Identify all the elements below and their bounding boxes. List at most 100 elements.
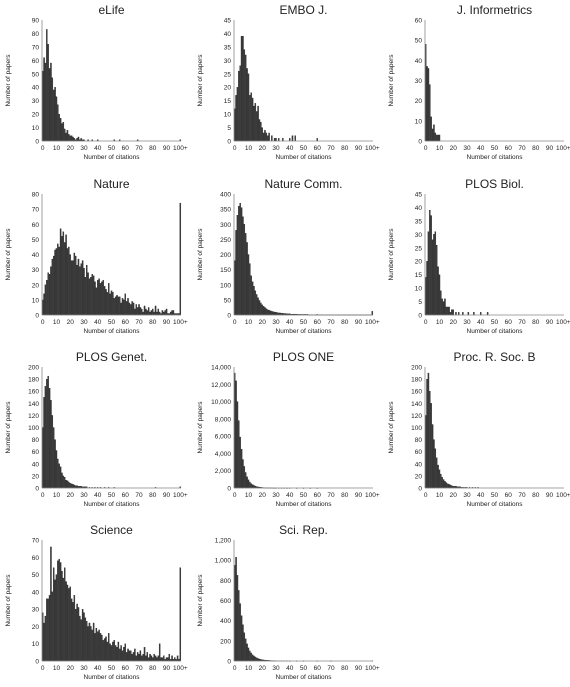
y-axis-label: Number of papers (388, 401, 395, 454)
bar (249, 650, 251, 662)
x-tick-label: 0 (233, 145, 237, 152)
bar (80, 263, 82, 316)
y-tick-label: 10 (224, 112, 232, 119)
bar (91, 274, 93, 316)
bar (145, 308, 147, 316)
x-tick-label: 0 (233, 665, 237, 672)
y-tick-label: 40 (415, 58, 423, 65)
bar (455, 312, 457, 316)
y-tick-label: 80 (32, 192, 40, 199)
y-tick-label: 5 (418, 299, 422, 306)
bar (108, 633, 110, 662)
bar (268, 132, 270, 142)
bar (43, 397, 45, 489)
x-tick-label: 100+ (365, 492, 380, 499)
bar (141, 655, 143, 662)
bar (291, 135, 294, 142)
bar (58, 463, 60, 489)
bar (163, 311, 165, 316)
x-tick-label: 10 (53, 319, 61, 326)
bar (268, 310, 270, 316)
bar (79, 615, 81, 662)
bar (43, 57, 45, 142)
bar (65, 581, 67, 662)
x-axis-label: Number of citations (84, 328, 141, 335)
y-axis-label: Number of papers (197, 228, 204, 281)
bar (66, 584, 69, 662)
x-tick-label: 50 (300, 492, 308, 499)
x-tick-label: 40 (286, 319, 294, 326)
y-axis-label: Number of papers (388, 228, 395, 281)
bar (271, 135, 273, 142)
bar (109, 293, 111, 316)
bar (116, 295, 118, 316)
bar (243, 49, 246, 142)
bar (130, 650, 132, 662)
bar (102, 640, 104, 662)
y-tick-label: 30 (32, 98, 40, 105)
bar (236, 401, 239, 489)
y-tick-label: 20 (415, 473, 423, 480)
x-axis-label: Number of citations (84, 501, 141, 508)
bar (95, 287, 98, 316)
x-tick-label: 0 (41, 319, 45, 326)
y-tick-label: 30 (32, 267, 40, 274)
bar (260, 302, 262, 316)
bar (171, 310, 173, 316)
x-tick-label: 70 (135, 319, 143, 326)
bar (48, 388, 51, 489)
bar (431, 239, 434, 316)
bar (258, 119, 261, 142)
bar (255, 657, 258, 662)
x-axis-label: Number of citations (84, 674, 141, 681)
x-tick-label: 90 (355, 319, 363, 326)
bar (75, 609, 77, 662)
x-axis-label: Number of citations (276, 674, 333, 681)
x-tick-label: 20 (450, 319, 458, 326)
bar (68, 588, 70, 662)
bar (63, 476, 66, 489)
x-axis-label: Number of citations (276, 501, 333, 508)
bar (167, 657, 169, 662)
y-tick-label: 10 (415, 118, 423, 125)
bar (141, 308, 143, 316)
y-tick-label: 60 (415, 18, 423, 25)
bar (72, 602, 74, 662)
bar (106, 292, 109, 316)
bar (106, 641, 109, 662)
bar (135, 304, 137, 316)
bar (438, 469, 441, 489)
bar (246, 476, 248, 489)
bar (153, 653, 155, 662)
y-tick-label: 25 (224, 71, 232, 78)
bar (238, 590, 240, 662)
bar (247, 479, 250, 489)
x-axis-label: Number of citations (467, 154, 524, 161)
x-tick-label: 30 (272, 145, 280, 152)
x-tick-label: 20 (450, 492, 458, 499)
bar (437, 464, 439, 489)
bar (158, 311, 161, 316)
bar (240, 207, 243, 316)
bar (289, 138, 291, 142)
x-tick-label: 60 (505, 319, 513, 326)
x-tick-label: 30 (80, 492, 88, 499)
bar (261, 127, 263, 142)
y-tick-label: 160 (28, 389, 39, 396)
bar (132, 652, 135, 662)
chart-title: EMBO J. (279, 3, 327, 17)
x-tick-label: 70 (327, 665, 335, 672)
y-tick-label: 20 (32, 624, 40, 631)
bar (294, 135, 296, 142)
bar (449, 484, 452, 489)
bar (446, 483, 449, 489)
bar (54, 579, 56, 662)
y-tick-label: 120 (28, 413, 39, 420)
bar (157, 308, 160, 316)
bar (57, 243, 59, 316)
x-tick-label: 60 (505, 145, 513, 152)
bar (139, 307, 142, 316)
bar (130, 304, 132, 316)
bar (99, 283, 102, 316)
